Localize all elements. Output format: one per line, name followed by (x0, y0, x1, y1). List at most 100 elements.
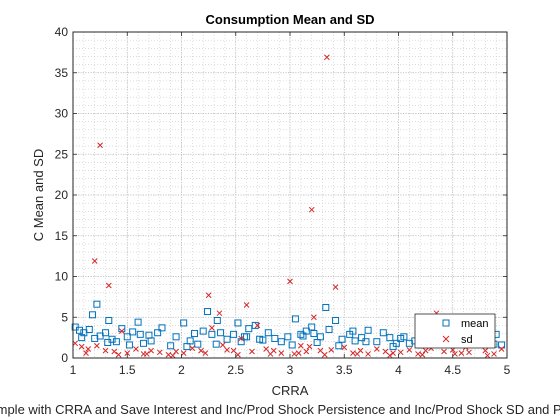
sd-point (133, 346, 139, 352)
mean-point (136, 330, 144, 338)
mean-point (386, 334, 394, 342)
sd-point (406, 346, 413, 353)
chart-title: Consumption Mean and SD (206, 12, 375, 27)
mean-point (364, 326, 372, 334)
series-sd (72, 54, 505, 359)
sd-point (224, 346, 230, 353)
mean-point (213, 317, 221, 325)
mean-point (85, 325, 93, 333)
x-tick-label: 1.5 (119, 363, 136, 377)
sd-point (189, 345, 196, 352)
sd-point (308, 206, 315, 213)
mean-point (112, 338, 120, 346)
sd-point (287, 278, 293, 285)
mean-point (183, 343, 191, 351)
sd-point (115, 351, 122, 358)
legend: mean sd (414, 313, 496, 349)
x-tick-label: 2 (178, 363, 185, 377)
legend-box (414, 313, 496, 349)
mean-point (93, 300, 101, 308)
chart-caption: Sample with CRRA and Save Interest and I… (0, 402, 560, 417)
sd-point (415, 351, 421, 357)
legend-sd-marker (442, 335, 450, 343)
sd-point (498, 346, 505, 352)
y-tick-label: 0 (61, 351, 68, 365)
mean-point (243, 333, 251, 341)
sd-point (91, 258, 98, 264)
sd-point (209, 324, 215, 331)
mean-point (172, 333, 180, 341)
sd-point (390, 350, 396, 356)
sd-point (297, 342, 304, 349)
x-tick-label: 1 (70, 363, 77, 377)
mean-point (91, 334, 99, 342)
mean-point (264, 329, 272, 337)
mean-point (379, 329, 387, 337)
mean-point (397, 334, 405, 342)
sd-point (332, 284, 339, 290)
y-tick-label: 5 (61, 310, 68, 324)
mean-point (389, 343, 397, 351)
sd-point (466, 349, 472, 356)
mean-point (125, 341, 133, 349)
sd-point (249, 348, 255, 355)
mean-point (230, 330, 238, 338)
sd-point (102, 347, 109, 354)
sd-point (219, 342, 226, 348)
sd-point (72, 340, 79, 347)
y-tick-label: 30 (55, 107, 69, 121)
y-tick-label: 40 (55, 25, 69, 39)
sd-point (78, 343, 85, 350)
sd-point (169, 352, 176, 359)
mean-point (194, 340, 202, 348)
x-tick-labels: 1 1.5 2 2.5 3 3.5 4 4.5 5 (70, 363, 511, 377)
sd-point (491, 351, 497, 357)
sd-point (111, 348, 118, 355)
y-axis-label: C Mean and SD (31, 149, 46, 242)
mean-point (405, 339, 413, 347)
mean-point (78, 334, 86, 342)
sd-point (173, 348, 179, 355)
mean-point (284, 333, 292, 341)
x-tick-label: 4.5 (444, 363, 461, 377)
y-tick-labels: 0 5 10 15 20 25 30 35 40 (55, 25, 69, 365)
sd-point (295, 350, 302, 356)
sd-point (422, 347, 429, 354)
mean-point (223, 335, 231, 343)
sd-point (216, 310, 223, 317)
sd-point (324, 54, 330, 61)
sd-point (350, 350, 356, 356)
sd-point (354, 351, 361, 357)
mean-point (251, 321, 259, 329)
mean-point (134, 318, 142, 326)
mean-point (310, 330, 318, 338)
mean-point (373, 338, 381, 346)
sd-point (382, 348, 389, 355)
mean-point (76, 326, 84, 334)
sd-point (328, 346, 335, 353)
mean-point (167, 342, 175, 350)
y-tick-label: 25 (55, 147, 69, 161)
sd-point (263, 346, 269, 352)
x-tick-label: 3.5 (336, 363, 353, 377)
sd-point (386, 352, 393, 359)
sd-point (321, 351, 328, 358)
mean-point (288, 341, 296, 349)
sd-point (165, 351, 172, 358)
mean-point (245, 325, 253, 333)
sd-point (198, 347, 204, 354)
mean-point (154, 329, 162, 337)
sd-point (254, 322, 261, 329)
sd-point (267, 351, 274, 357)
mean-point (325, 325, 333, 333)
sd-point (94, 342, 100, 349)
sd-point (397, 349, 404, 356)
mean-point (234, 319, 242, 327)
mean-point (322, 303, 330, 311)
mean-point (291, 315, 299, 323)
sd-point (180, 350, 187, 356)
mean-point (313, 339, 321, 347)
sd-point (306, 343, 313, 350)
sd-point (202, 350, 209, 356)
